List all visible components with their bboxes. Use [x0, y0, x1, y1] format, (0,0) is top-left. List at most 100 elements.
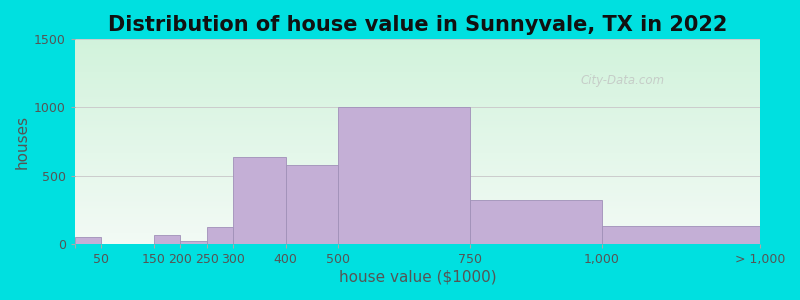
Bar: [75, 179, 760, 180]
Bar: [75, 170, 760, 171]
Bar: [75, 219, 760, 220]
Bar: [75, 91, 760, 92]
Bar: [75, 56, 760, 57]
Bar: [75, 130, 760, 131]
Bar: [75, 58, 760, 59]
Bar: [75, 134, 760, 135]
Bar: [75, 107, 760, 108]
Bar: [75, 239, 760, 240]
Bar: [75, 157, 760, 158]
Bar: [75, 221, 760, 222]
Bar: [75, 243, 760, 244]
Bar: [75, 158, 760, 159]
Bar: [75, 81, 760, 82]
Bar: [75, 167, 760, 168]
Bar: [75, 234, 760, 235]
Bar: [75, 235, 760, 236]
Bar: [75, 241, 760, 242]
Bar: [75, 194, 760, 195]
Bar: [75, 178, 760, 179]
Bar: [75, 155, 760, 156]
Bar: [75, 123, 760, 124]
Bar: [75, 226, 760, 227]
Bar: [75, 153, 760, 154]
Bar: [75, 198, 760, 199]
Bar: [75, 68, 760, 69]
Bar: [75, 124, 760, 125]
Bar: [75, 220, 760, 221]
Bar: [75, 100, 760, 101]
Bar: [75, 40, 760, 41]
Bar: [75, 159, 760, 160]
Bar: [75, 115, 760, 116]
Bar: [75, 185, 760, 187]
Bar: [75, 187, 760, 188]
Bar: [75, 46, 760, 47]
Bar: [75, 65, 760, 66]
Bar: [75, 84, 760, 85]
Bar: [75, 161, 760, 162]
Bar: [75, 99, 760, 100]
Bar: [75, 63, 760, 64]
Bar: [75, 98, 760, 99]
Bar: [75, 211, 760, 212]
Bar: [75, 149, 760, 150]
Y-axis label: houses: houses: [15, 115, 30, 169]
Bar: [75, 86, 760, 87]
Bar: [75, 160, 760, 161]
Bar: [75, 87, 760, 88]
Text: City-Data.com: City-Data.com: [581, 74, 665, 87]
Bar: [75, 118, 760, 119]
Bar: [75, 154, 760, 155]
Bar: [75, 128, 760, 129]
Bar: [75, 172, 760, 173]
Bar: [75, 92, 760, 94]
Bar: [75, 180, 760, 181]
Bar: [75, 61, 760, 62]
Bar: [75, 74, 760, 75]
Bar: [75, 75, 760, 76]
Bar: [75, 150, 760, 151]
Bar: [75, 57, 760, 58]
Bar: [75, 44, 760, 46]
Bar: [75, 240, 760, 241]
Bar: [75, 51, 760, 52]
Bar: [75, 120, 760, 121]
Bar: [75, 85, 760, 86]
Bar: [75, 106, 760, 107]
Title: Distribution of house value in Sunnyvale, TX in 2022: Distribution of house value in Sunnyvale…: [108, 15, 727, 35]
Bar: [75, 177, 760, 178]
Bar: [75, 73, 760, 74]
Bar: [75, 70, 760, 71]
Bar: [75, 113, 760, 114]
Bar: [75, 237, 760, 238]
Bar: [75, 163, 760, 164]
Bar: [75, 59, 760, 60]
Bar: [75, 41, 760, 42]
Bar: [233, 157, 286, 244]
Bar: [75, 49, 760, 50]
Bar: [75, 112, 760, 113]
Bar: [75, 171, 760, 172]
Bar: [75, 105, 760, 106]
Bar: [75, 199, 760, 200]
Bar: [75, 122, 760, 123]
Bar: [75, 121, 760, 122]
Bar: [75, 229, 760, 230]
Bar: [75, 54, 760, 55]
Bar: [75, 197, 760, 198]
Bar: [75, 145, 760, 146]
Bar: [75, 109, 760, 110]
Bar: [75, 55, 760, 56]
Bar: [75, 97, 760, 98]
Bar: [75, 103, 760, 104]
Bar: [75, 206, 760, 207]
Bar: [75, 156, 760, 157]
Bar: [75, 39, 760, 41]
Bar: [75, 148, 760, 149]
Bar: [75, 192, 760, 193]
Bar: [75, 214, 760, 215]
Bar: [75, 52, 760, 54]
Bar: [75, 78, 760, 79]
X-axis label: house value ($1000): house value ($1000): [338, 270, 496, 285]
